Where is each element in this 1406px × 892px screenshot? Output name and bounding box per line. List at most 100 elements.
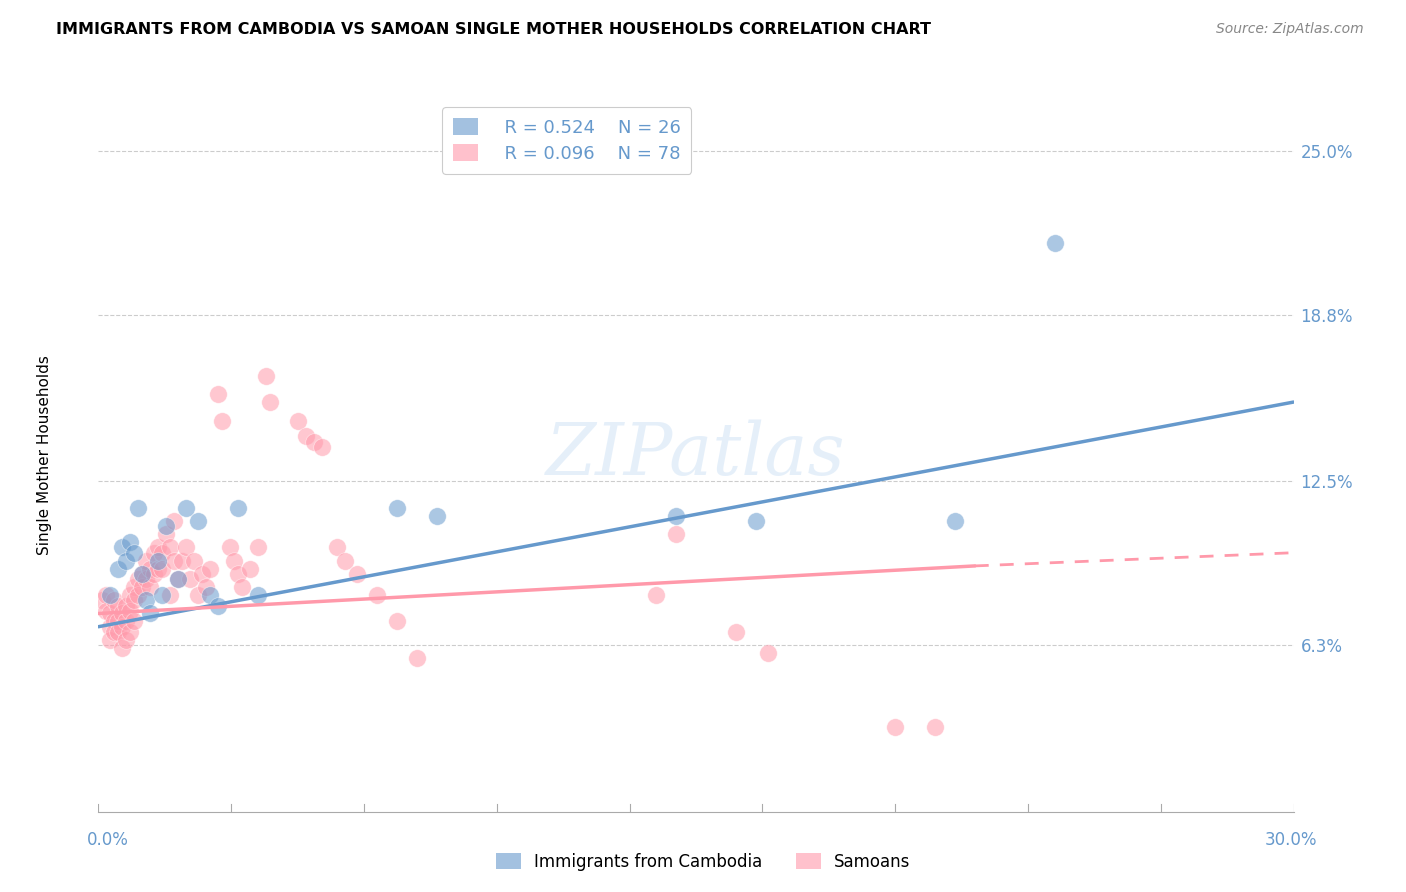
Point [346,566,368,581]
Point [385,500,409,515]
Point [107,599,129,613]
Point [385,615,409,629]
Point [107,615,129,629]
Point [187,588,209,602]
Point [148,554,170,568]
Point [103,615,125,629]
Point [107,561,129,575]
Legend:   R = 0.524    N = 26,   R = 0.096    N = 78: R = 0.524 N = 26, R = 0.096 N = 78 [441,107,692,174]
Point [426,508,449,523]
Point [120,625,142,640]
Point [159,588,181,602]
Text: ZIPatlas: ZIPatlas [546,419,846,491]
Point [111,640,134,655]
Point [143,546,166,560]
Point [111,541,134,555]
Legend: Immigrants from Cambodia, Samoans: Immigrants from Cambodia, Samoans [488,845,918,880]
Point [745,514,768,528]
Point [120,588,142,602]
Point [100,588,122,602]
Point [131,580,153,594]
Point [311,440,333,454]
Point [103,625,125,640]
Point [96,588,118,602]
Point [222,554,245,568]
Point [124,580,146,594]
Point [211,413,233,427]
Point [246,541,269,555]
Point [124,593,146,607]
Text: IMMIGRANTS FROM CAMBODIA VS SAMOAN SINGLE MOTHER HOUSEHOLDS CORRELATION CHART: IMMIGRANTS FROM CAMBODIA VS SAMOAN SINGL… [56,22,931,37]
Point [665,508,688,523]
Point [100,632,122,647]
Point [120,535,142,549]
Point [131,566,153,581]
Point [163,554,186,568]
Point [127,500,149,515]
Point [115,632,138,647]
Text: Source: ZipAtlas.com: Source: ZipAtlas.com [1216,22,1364,37]
Point [124,615,146,629]
Point [91,593,114,607]
Point [143,566,166,581]
Point [135,554,157,568]
Point [111,607,134,621]
Point [207,599,229,613]
Point [115,554,138,568]
Point [174,541,197,555]
Point [724,625,747,640]
Point [366,588,388,602]
Point [183,554,205,568]
Point [150,588,173,602]
Text: Single Mother Households: Single Mother Households [37,355,52,555]
Point [148,561,170,575]
Point [226,566,249,581]
Point [187,514,209,528]
Text: 0.0%: 0.0% [87,831,129,849]
Point [259,395,281,409]
Point [150,561,173,575]
Point [924,720,946,734]
Point [107,625,129,640]
Point [115,599,138,613]
Text: 30.0%: 30.0% [1264,831,1317,849]
Point [207,387,229,401]
Point [172,554,194,568]
Point [287,413,309,427]
Point [294,429,316,443]
Point [884,720,907,734]
Point [100,620,122,634]
Point [103,593,125,607]
Point [127,588,149,602]
Point [219,541,242,555]
Point [139,607,162,621]
Point [135,572,157,586]
Point [239,561,262,575]
Point [100,607,122,621]
Point [131,566,153,581]
Point [163,514,186,528]
Point [254,368,277,383]
Point [96,604,118,618]
Point [943,514,966,528]
Point [150,546,173,560]
Point [302,434,325,449]
Point [231,580,253,594]
Point [179,572,201,586]
Point [139,561,162,575]
Point [198,561,221,575]
Point [159,541,181,555]
Point [335,554,357,568]
Point [115,615,138,629]
Point [195,580,218,594]
Point [246,588,269,602]
Point [645,588,668,602]
Point [167,572,190,586]
Point [226,500,249,515]
Point [120,604,142,618]
Point [111,620,134,634]
Point [756,646,779,660]
Point [167,572,190,586]
Point [127,572,149,586]
Point [124,546,146,560]
